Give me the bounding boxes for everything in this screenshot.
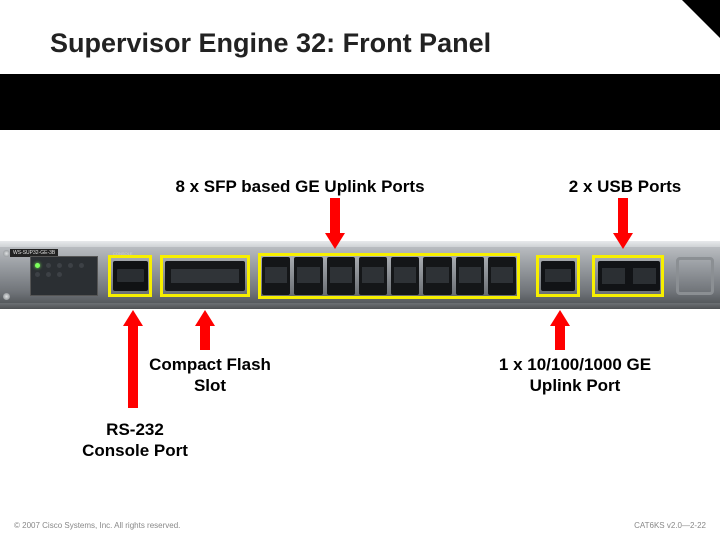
label-compact-flash: Compact Flash Slot bbox=[135, 354, 285, 397]
cf-arrow-head bbox=[195, 310, 215, 326]
screw-icon bbox=[3, 250, 10, 257]
ge-arrow-shaft bbox=[555, 326, 565, 350]
ge-arrow-head bbox=[550, 310, 570, 326]
sfp-arrow-shaft bbox=[330, 198, 340, 233]
ejector-handle bbox=[676, 257, 714, 295]
usb-box bbox=[592, 255, 664, 297]
usb-arrow-head bbox=[613, 233, 633, 249]
console-arrow-head bbox=[123, 310, 143, 326]
status-led-block bbox=[30, 256, 98, 296]
label-usb-ports: 2 x USB Ports bbox=[540, 176, 710, 197]
footer-code: CAT6KS v2.0—2-22 bbox=[634, 521, 706, 530]
cf-box bbox=[160, 255, 250, 297]
screw-icon bbox=[3, 293, 10, 300]
label-sfp-uplinks: 8 x SFP based GE Uplink Ports bbox=[150, 176, 450, 197]
sfp-box bbox=[258, 253, 520, 299]
slide-title: Supervisor Engine 32: Front Panel bbox=[50, 28, 720, 59]
cf-arrow-shaft bbox=[200, 326, 210, 350]
label-console: RS-232 Console Port bbox=[70, 419, 200, 462]
label-ge-uplink: 1 x 10/100/1000 GE Uplink Port bbox=[475, 354, 675, 397]
console-box bbox=[108, 255, 152, 297]
footer-copyright: © 2007 Cisco Systems, Inc. All rights re… bbox=[14, 521, 180, 530]
sfp-arrow-head bbox=[325, 233, 345, 249]
usb-arrow-shaft bbox=[618, 198, 628, 233]
device-panel: WS-SUP32-GE-3B CONSOLE bbox=[0, 245, 720, 305]
black-strip bbox=[0, 74, 720, 130]
ge-box bbox=[536, 255, 580, 297]
title-bar: Supervisor Engine 32: Front Panel bbox=[0, 0, 720, 74]
